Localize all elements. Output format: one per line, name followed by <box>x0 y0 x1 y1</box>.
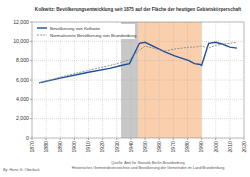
x-tick-label: 1880 <box>43 141 49 153</box>
y-tick-label: 0 <box>26 135 29 141</box>
x-grid <box>102 22 103 138</box>
y-grid <box>32 99 244 100</box>
x-grid <box>201 22 202 138</box>
x-tick <box>88 138 89 140</box>
x-grid <box>159 22 160 138</box>
x-grid <box>46 22 47 138</box>
x-tick <box>32 138 33 140</box>
plot-frame <box>32 22 244 138</box>
x-tick <box>116 138 117 140</box>
x-tick-label: 1900 <box>71 141 77 153</box>
y-tick-label: 2,000 <box>16 115 29 121</box>
series-line <box>39 42 237 83</box>
x-tick-label: 1920 <box>99 141 105 153</box>
lines <box>39 42 237 83</box>
background <box>0 0 250 177</box>
x-tick <box>74 138 75 140</box>
x-tick <box>46 138 47 140</box>
y-tick <box>30 22 32 23</box>
periods <box>121 22 202 138</box>
x-grid <box>130 22 131 138</box>
y-grid <box>32 80 244 81</box>
x-tick-label: 1980 <box>184 141 190 153</box>
legend-label: Normalisierte Bevölkerung von Brandenbur… <box>50 33 137 38</box>
x-grid <box>215 22 216 138</box>
x-tick <box>60 138 61 140</box>
x-tick <box>130 138 131 140</box>
x-tick-label: 1890 <box>57 141 63 153</box>
x-tick <box>145 138 146 140</box>
y-grid <box>32 118 244 119</box>
x-tick-label: 1990 <box>198 141 204 153</box>
y-tick <box>30 41 32 42</box>
x-tick-label: 2000 <box>213 141 219 153</box>
x-tick <box>159 138 160 140</box>
source: Historisches Gemeindeverzeichnis und Bev… <box>72 166 225 170</box>
y-tick <box>30 99 32 100</box>
x-tick-label: 1940 <box>128 141 134 153</box>
x-tick <box>215 138 216 140</box>
x-tick-label: 1950 <box>142 141 148 153</box>
x-tick <box>229 138 230 140</box>
x-grid <box>173 22 174 138</box>
x-grid <box>229 22 230 138</box>
x-grid <box>60 22 61 138</box>
y-tick <box>30 118 32 119</box>
x-tick-label: 2010 <box>227 141 233 153</box>
chart: Kolkwitz: Bevölkerungsentwicklung seit 1… <box>0 0 250 177</box>
x-tick-label: 1910 <box>85 141 91 153</box>
legend-swatch <box>37 35 47 36</box>
source: Quelle: Amt für Statistik Berlin-Branden… <box>111 161 184 165</box>
x-grid <box>145 22 146 138</box>
title: Kolkwitz: Bevölkerungsentwicklung seit 1… <box>35 7 242 12</box>
y-tick <box>30 80 32 81</box>
x-tick-label: 2020 <box>241 141 247 153</box>
period-band <box>121 22 138 138</box>
x-tick-label: 1930 <box>114 141 120 153</box>
y-tick-label: 12,000 <box>13 19 29 25</box>
legend-label: Bevölkerung von Kolkwitz <box>50 26 100 31</box>
x-grid <box>116 22 117 138</box>
x-tick <box>244 138 245 140</box>
legend-swatch <box>37 27 47 28</box>
y-tick-label: 10,000 <box>13 38 29 44</box>
x-tick <box>201 138 202 140</box>
y-tick <box>30 60 32 61</box>
y-grid <box>32 41 244 42</box>
x-grid <box>187 22 188 138</box>
y-tick <box>30 138 32 139</box>
y-tick-label: 4,000 <box>16 96 29 102</box>
y-tick-label: 8,000 <box>16 57 29 63</box>
y-grid <box>32 60 244 61</box>
x-tick-label: 1960 <box>156 141 162 153</box>
author: By: Hans G. Oberlack <box>3 168 40 172</box>
x-tick <box>187 138 188 140</box>
y-tick-label: 6,000 <box>16 77 29 83</box>
series-line <box>39 42 237 83</box>
x-tick <box>173 138 174 140</box>
x-tick <box>102 138 103 140</box>
x-grid <box>74 22 75 138</box>
x-tick-label: 1870 <box>29 141 35 153</box>
x-tick-label: 1970 <box>170 141 176 153</box>
x-grid <box>88 22 89 138</box>
